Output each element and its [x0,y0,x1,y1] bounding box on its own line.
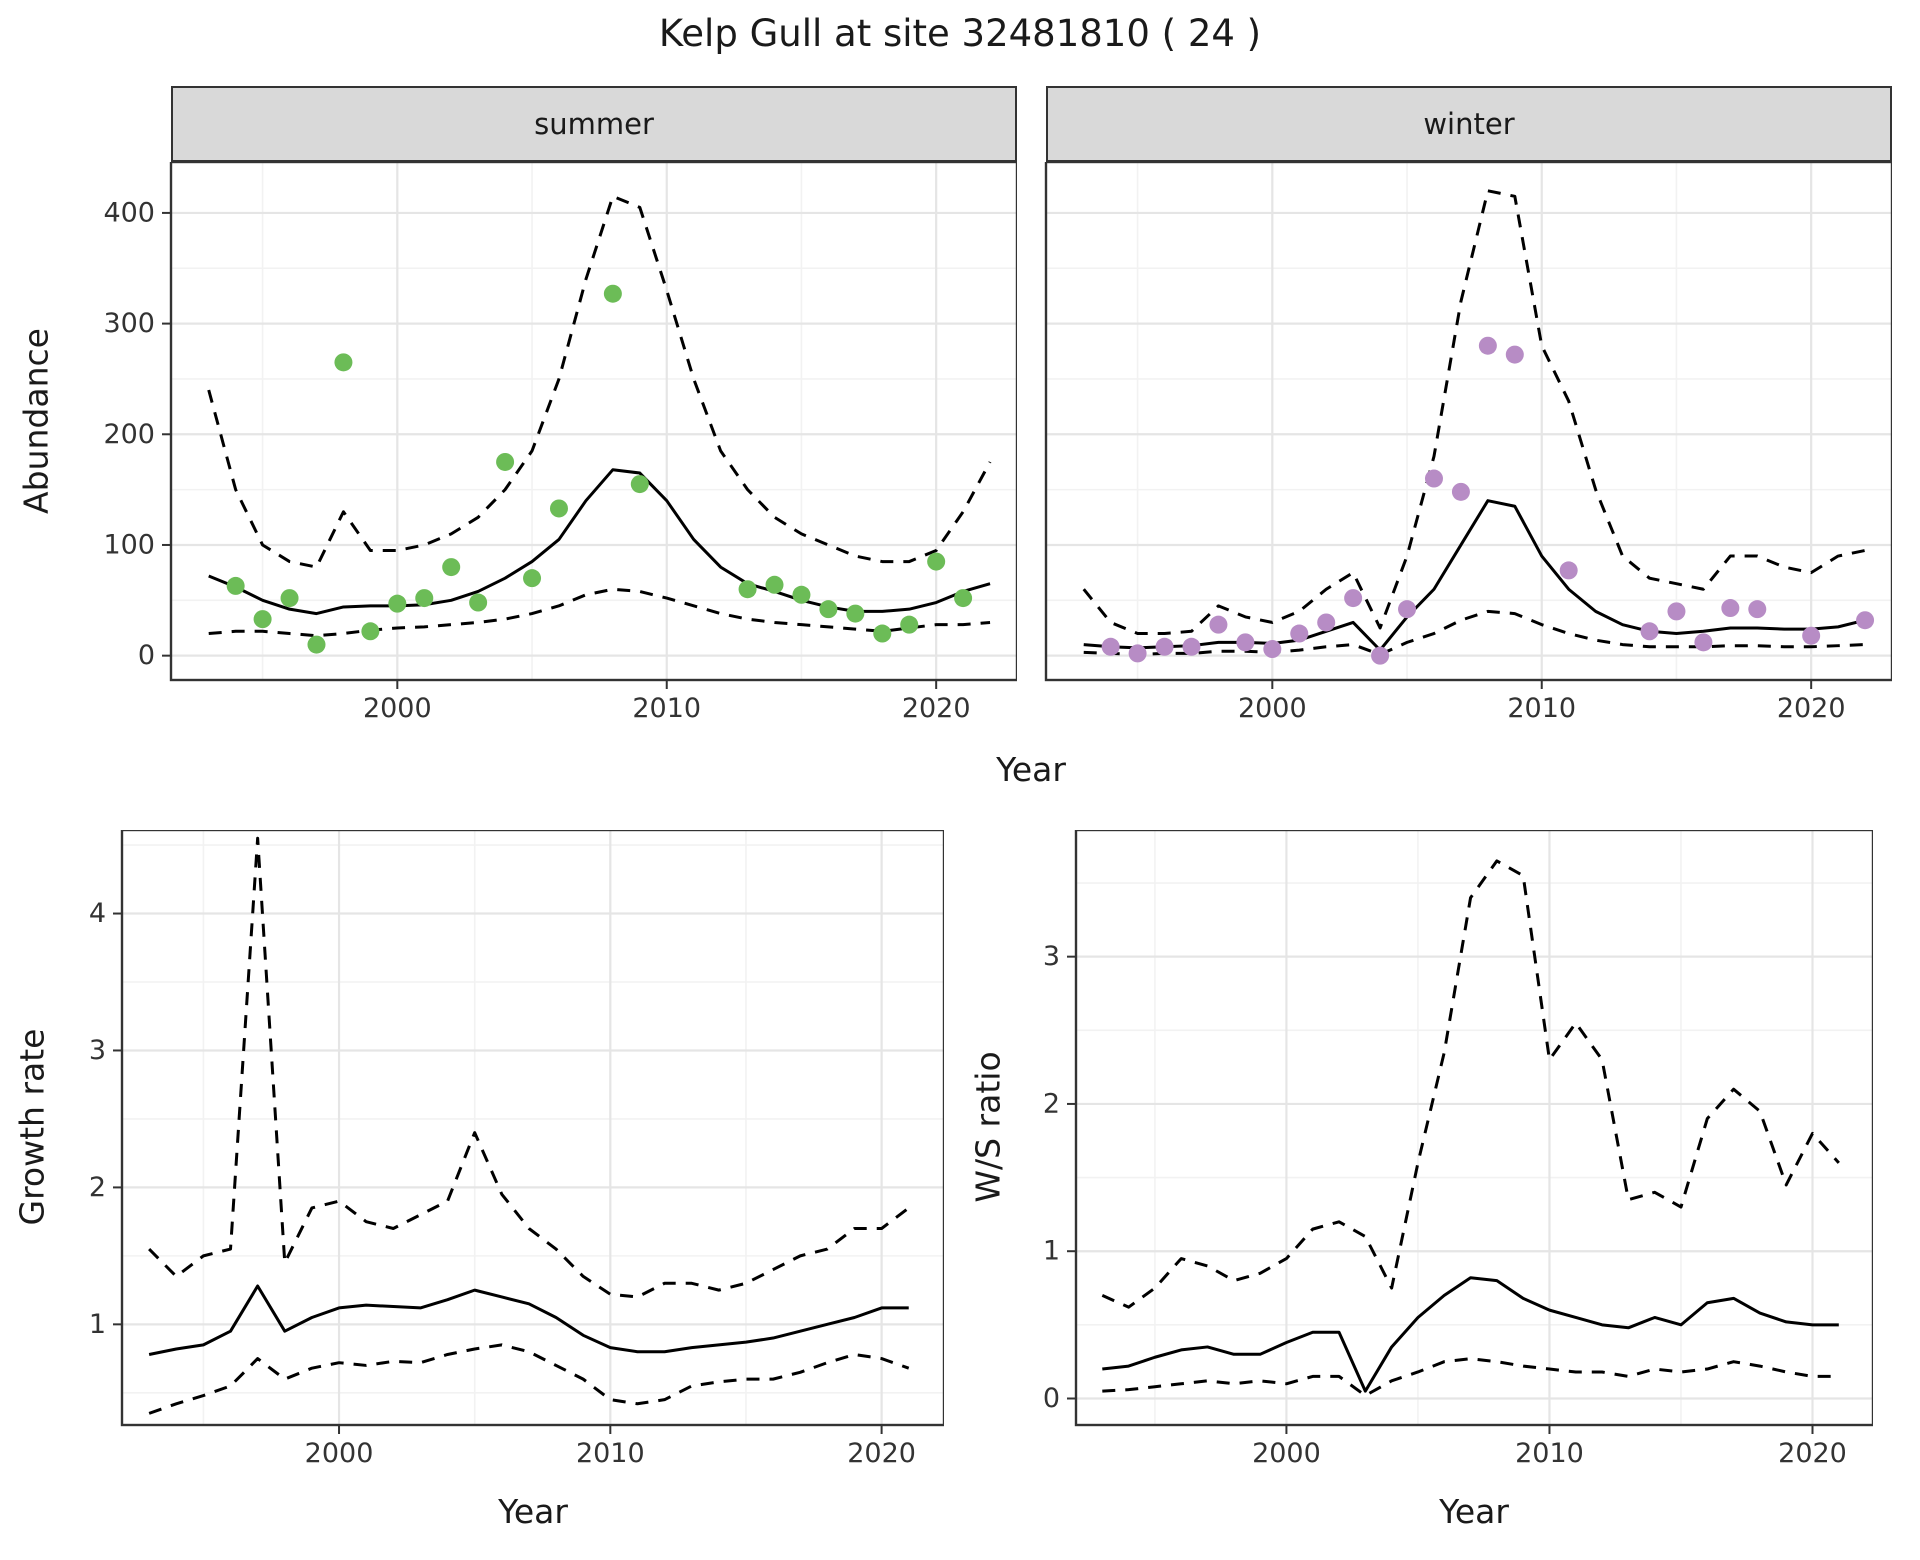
svg-text:3: 3 [89,1035,106,1066]
svg-text:3: 3 [1043,941,1060,972]
svg-text:400: 400 [103,197,155,228]
facet-strip-summer: summer [171,86,1017,162]
svg-text:2000: 2000 [1238,693,1307,724]
y-axis-label-growth-rate: Growth rate [12,1028,52,1226]
facet-strip-winter-label: winter [1423,107,1515,141]
growth-rate-plot: 2000 2010 2020 1 2 3 4 [89,830,944,1469]
svg-text:0: 0 [138,640,155,671]
svg-text:2010: 2010 [632,693,701,724]
svg-text:2010: 2010 [576,1438,645,1469]
x-axis-label-year-growth: Year [498,1492,568,1531]
facet-strip-summer-label: summer [534,107,654,141]
y-axis-label-ws-ratio: W/S ratio [968,1051,1008,1203]
svg-text:200: 200 [103,419,155,450]
svg-text:2000: 2000 [1252,1438,1321,1469]
facet-strip-winter: winter [1046,86,1892,162]
svg-text:2000: 2000 [305,1438,374,1469]
x-axis-label-year-ws: Year [1439,1492,1509,1531]
ws-ratio-plot: 2000 2010 2020 0 1 2 3 [1043,830,1873,1469]
svg-text:1: 1 [89,1309,106,1340]
x-axis-label-year-abundance: Year [996,750,1066,789]
svg-text:2010: 2010 [1515,1438,1584,1469]
svg-text:2020: 2020 [1778,1438,1847,1469]
chart-title: Kelp Gull at site 32481810 ( 24 ) [658,12,1262,55]
abundance-winter-plot: 2000 2010 2020 [1044,162,1892,724]
svg-text:2000: 2000 [363,693,432,724]
svg-text:2020: 2020 [847,1438,916,1469]
svg-text:4: 4 [89,898,106,929]
svg-text:0: 0 [1043,1383,1060,1414]
svg-text:2020: 2020 [1777,693,1846,724]
svg-text:2010: 2010 [1507,693,1576,724]
svg-text:2: 2 [1043,1088,1060,1119]
svg-text:100: 100 [103,529,155,560]
svg-text:1: 1 [1043,1236,1060,1267]
svg-text:2020: 2020 [902,693,971,724]
svg-text:300: 300 [103,308,155,339]
abundance-summer-plot: 2000 2010 2020 0 100 200 300 400 [103,162,1017,724]
svg-text:2: 2 [89,1172,106,1203]
y-axis-label-abundance: Abundance [16,328,56,514]
